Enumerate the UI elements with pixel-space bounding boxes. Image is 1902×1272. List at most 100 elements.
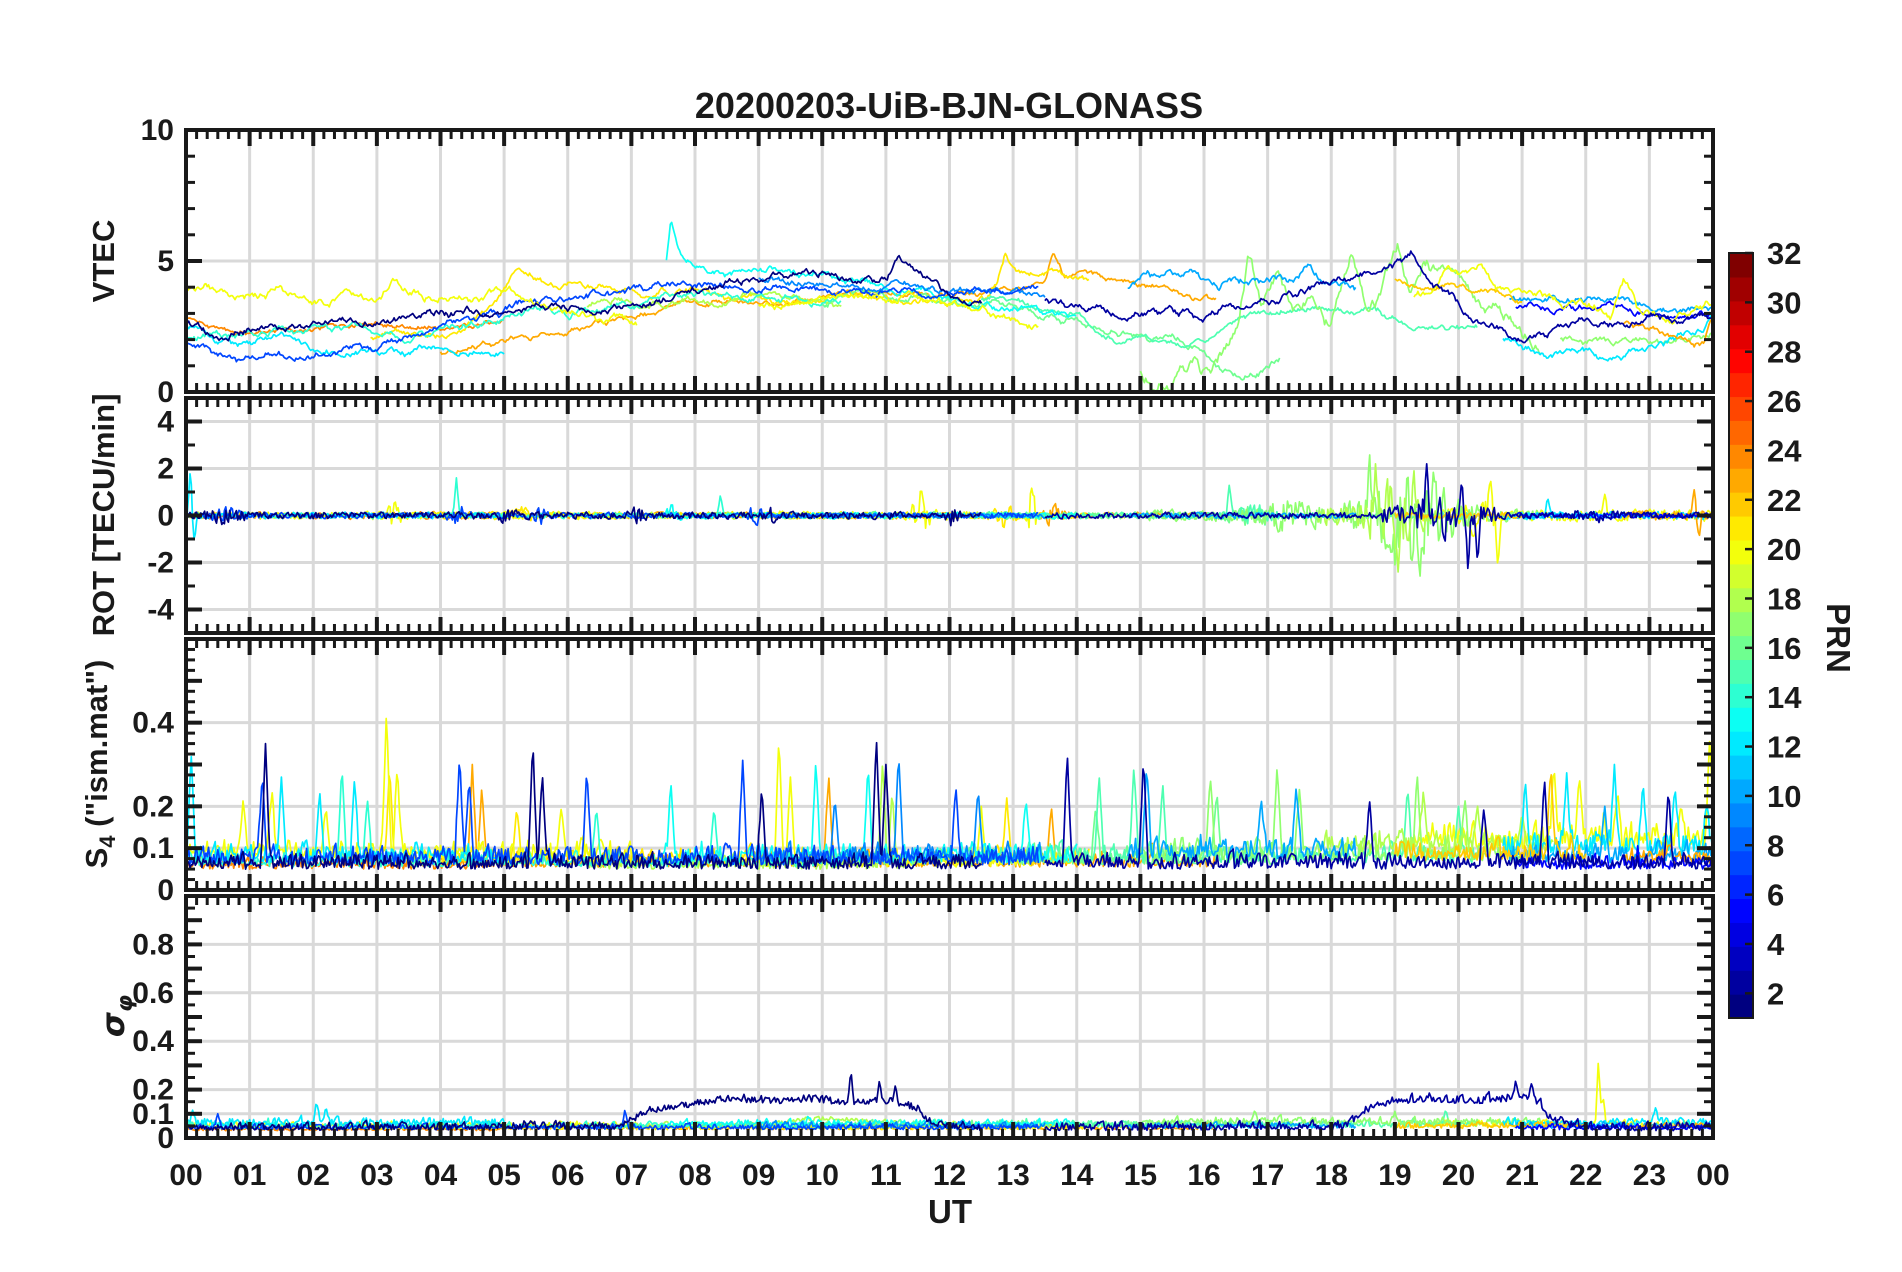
colorbar-tick-label: 8 (1767, 828, 1784, 863)
colorbar-cell (1729, 755, 1753, 780)
xtick-label: 20 (1442, 1159, 1475, 1192)
line-prn-10 (1126, 773, 1357, 860)
colorbar-cell (1729, 778, 1753, 804)
line-prn-12 (1502, 314, 1712, 362)
colorbar-tick-label: 6 (1767, 878, 1784, 913)
colorbar-tick-label: 2 (1767, 976, 1784, 1011)
line-prn-1 (187, 254, 983, 342)
line-prn-14 (187, 289, 842, 344)
xtick-label: 21 (1505, 1159, 1538, 1192)
xtick-label: 08 (678, 1159, 711, 1192)
xtick-label: 17 (1251, 1159, 1284, 1192)
line-prn-12 (187, 325, 505, 359)
colorbar-cell (1729, 276, 1753, 302)
s4-label-rest: ("ism.mat") (79, 659, 114, 836)
panel-s4: 0 0.1 0.2 0.4 (132, 637, 1715, 907)
ytick-label: 0 (157, 376, 174, 409)
ytick-label: 0.2 (132, 790, 174, 823)
line-prn-1 (187, 1074, 983, 1132)
xtick-label: 02 (297, 1159, 330, 1192)
line-prn-10 (1509, 294, 1712, 314)
panel-border-s4 (184, 637, 1715, 892)
colorbar-tick-label: 20 (1767, 532, 1801, 567)
ytick-label: -4 (147, 594, 174, 627)
sigma-label-main: σ (94, 1012, 132, 1038)
xtick-labels: 00 01 02 03 04 05 06 07 08 09 10 11 12 13 14 15 16 17 18 19… (169, 1159, 1729, 1192)
xtick-label: 12 (933, 1159, 966, 1192)
line-prn-2 (1044, 462, 1712, 570)
ytick-labels-rot: -4 -2 0 2 4 (147, 406, 174, 627)
chart-title: 20200203-UiB-BJN-GLONASS (694, 85, 1204, 126)
colorbar-tick-label: 18 (1767, 581, 1801, 616)
panel-rot: -4 -2 0 2 4 (147, 396, 1715, 635)
colorbar-cell (1729, 563, 1753, 589)
colorbar-cell (1729, 420, 1753, 445)
ytick-label: 0 (157, 874, 174, 907)
line-prn-7 (187, 1109, 1040, 1131)
sigma-label-subscript: φ (113, 994, 138, 1013)
ytick-label: 0 (157, 500, 174, 533)
xtick-label: 03 (360, 1159, 393, 1192)
xtick-label: 00 (1696, 1159, 1729, 1192)
colorbar-tick-label: 32 (1767, 236, 1801, 271)
colorbar-cell (1729, 611, 1753, 637)
y-axis-label-sigma-phi: σφ (94, 995, 138, 1037)
colorbar-tick-label: 26 (1767, 384, 1801, 419)
xtick-label: 01 (233, 1159, 266, 1192)
ticks-vtec (184, 128, 1715, 394)
ytick-label: 0 (157, 1122, 174, 1155)
line-prn-1 (187, 506, 982, 527)
colorbar-tick-label: 30 (1767, 285, 1801, 320)
line-prn-12 (187, 1103, 505, 1127)
line-prn-13 (665, 221, 1077, 319)
line-prn-20 (758, 487, 1040, 530)
line-prn-15 (980, 295, 1478, 349)
ytick-label: 0.6 (132, 977, 174, 1010)
xtick-label: 04 (424, 1159, 458, 1192)
colorbar-cell (1729, 731, 1753, 756)
xtick-label: 07 (615, 1159, 648, 1192)
colorbar-tick-label: 10 (1767, 779, 1801, 814)
panel-border-vtec (184, 128, 1715, 394)
grid-sigma-phi (186, 896, 1713, 1138)
xtick-label: 13 (996, 1159, 1029, 1192)
ytick-label: 0.1 (132, 832, 174, 865)
colorbar-cell (1729, 587, 1753, 613)
series-rot (187, 454, 1712, 577)
xtick-label: 16 (1187, 1159, 1220, 1192)
xtick-label: 14 (1060, 1159, 1094, 1192)
line-prn-24 (187, 853, 505, 870)
ticks-rot (184, 396, 1715, 635)
line-prn-1 (187, 741, 982, 870)
colorbar-tick-label: 14 (1767, 680, 1802, 715)
line-prn-22 (1394, 278, 1523, 305)
ytick-label: 0.4 (132, 1025, 174, 1058)
x-axis-label: UT (928, 1193, 972, 1230)
y-axis-label-rot: ROT [TECU/min] (86, 393, 121, 637)
xtick-label: 15 (1124, 1159, 1157, 1192)
xtick-label: 00 (169, 1159, 202, 1192)
colorbar-border (1728, 252, 1754, 1019)
xtick-label: 22 (1569, 1159, 1602, 1192)
y-axis-label-s4: S4 ("ism.mat") (79, 660, 121, 869)
xtick-label: 05 (487, 1159, 520, 1192)
line-prn-17 (1139, 242, 1542, 391)
ytick-label: 0.1 (132, 1098, 174, 1131)
ytick-label: 0.4 (132, 707, 174, 740)
colorbar-cell (1729, 826, 1753, 852)
line-prn-18 (1317, 791, 1554, 854)
colorbar-cell (1729, 970, 1753, 995)
line-prn-23 (1623, 313, 1712, 348)
xtick-label: 11 (870, 1159, 902, 1192)
grid-vtec (186, 130, 1713, 392)
colorbar-cell (1729, 515, 1753, 541)
colorbar-cell (1729, 468, 1753, 493)
ytick-label: 2 (157, 453, 174, 486)
colorbar-tick-label: 28 (1767, 335, 1801, 370)
y-axis-label-vtec: VTEC (86, 219, 121, 303)
colorbar-tick-label: 4 (1767, 927, 1785, 962)
ytick-label: 5 (157, 245, 174, 278)
colorbar-cell (1729, 683, 1753, 708)
